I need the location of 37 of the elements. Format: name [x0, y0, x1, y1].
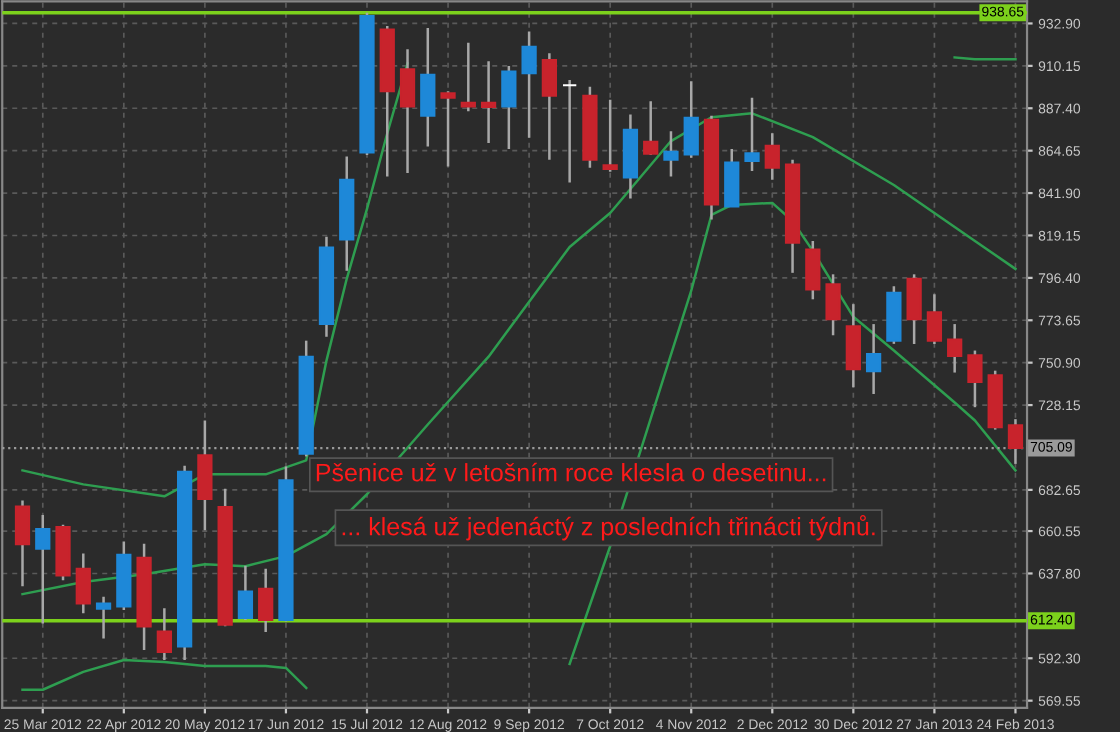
candlestick — [420, 26, 436, 148]
candlestick — [156, 606, 172, 662]
candlestick — [75, 552, 91, 615]
candlestick — [724, 147, 740, 209]
candlestick — [237, 564, 254, 622]
candlestick — [480, 60, 497, 145]
candlestick — [906, 273, 922, 346]
candlestick — [35, 513, 51, 625]
candlestick — [744, 96, 760, 173]
candlestick — [926, 293, 943, 346]
candlestick — [521, 30, 537, 139]
candlestick — [825, 273, 841, 337]
candlestick — [967, 349, 983, 409]
candlestick — [501, 64, 517, 151]
candlestick — [562, 78, 578, 184]
candlestick — [602, 98, 618, 173]
candlestick — [197, 419, 213, 532]
candlestick — [14, 499, 31, 588]
candlestick — [460, 41, 476, 113]
candlestick — [643, 99, 659, 157]
candlestick — [683, 79, 699, 159]
annotation: Pšenice už v letošním roce klesla o desetinu... — [316, 462, 826, 482]
candlestick — [764, 131, 780, 181]
candlestick — [541, 52, 558, 161]
candlestick — [845, 302, 861, 389]
candlestick — [663, 129, 679, 178]
candlestick — [947, 322, 963, 374]
candlestick — [805, 239, 821, 301]
candlestick — [865, 322, 882, 396]
candlestick — [258, 567, 274, 634]
annotation: ... klesá už jedenáctý z posledních třinácti týdnů. — [342, 515, 875, 541]
candlestick — [440, 90, 456, 168]
candlestick — [622, 113, 639, 200]
candlestick — [95, 595, 112, 640]
candlestick — [886, 285, 902, 346]
candlestick — [1007, 417, 1024, 466]
candlestick — [399, 48, 416, 175]
